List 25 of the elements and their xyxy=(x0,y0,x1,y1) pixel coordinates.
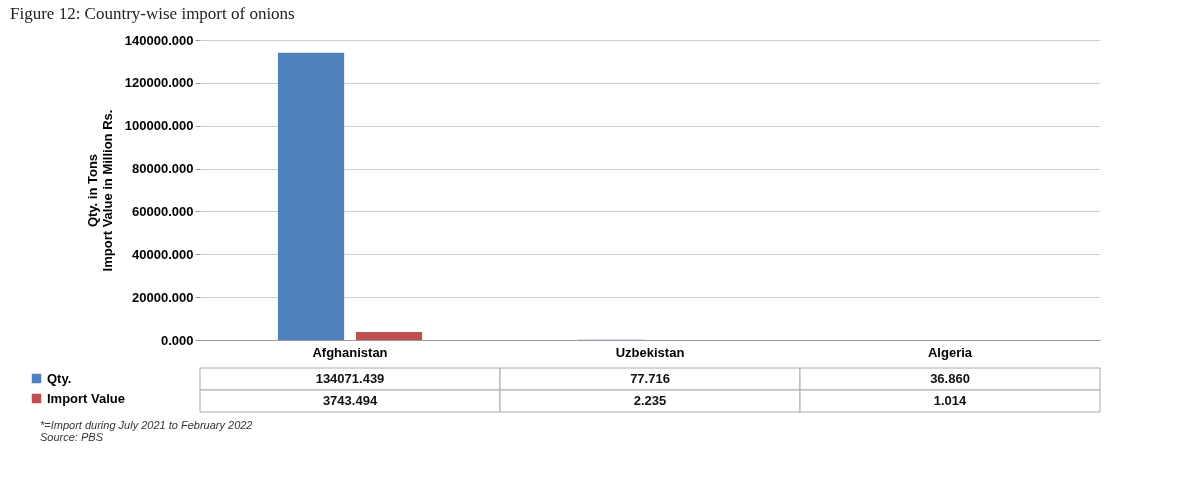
y-tick-label: 20000.000 xyxy=(132,289,194,305)
data-label: 36.860 xyxy=(930,371,970,386)
y-tick-label: 60000.000 xyxy=(132,203,194,219)
legend-label: Import Value xyxy=(47,390,126,406)
y-axis-title: Qty. in Tons Import Value in Million Rs. xyxy=(84,109,115,272)
data-label: 77.716 xyxy=(630,371,670,386)
y-tick-label: 0.000 xyxy=(160,332,194,348)
y-tick-label: 140000.000 xyxy=(124,32,194,48)
data-label: 134071.439 xyxy=(315,371,385,386)
x-tick-label: Afghanistan xyxy=(312,344,388,360)
text: *=Import during July 2021 to February 2022 xyxy=(40,419,254,431)
y-tick-label: 100000.000 xyxy=(124,118,194,134)
y-tick-label: 120000.000 xyxy=(124,75,194,91)
x-tick-label: Uzbekistan xyxy=(615,344,685,360)
data-label: 1.014 xyxy=(933,393,968,408)
source-note: Source: PBS xyxy=(40,431,104,443)
x-tick-label: Algeria xyxy=(927,344,973,360)
y-tick-label: 80000.000 xyxy=(132,161,194,177)
data-label: 3743.494 xyxy=(322,393,378,408)
data-label: 2.235 xyxy=(633,393,667,408)
bar xyxy=(277,52,345,340)
bar xyxy=(355,331,423,340)
legend-label: Qty. xyxy=(47,370,72,386)
chart-title: Figure 12: Country-wise import of onions xyxy=(9,3,296,24)
y-tick-label: 40000.000 xyxy=(132,246,194,262)
